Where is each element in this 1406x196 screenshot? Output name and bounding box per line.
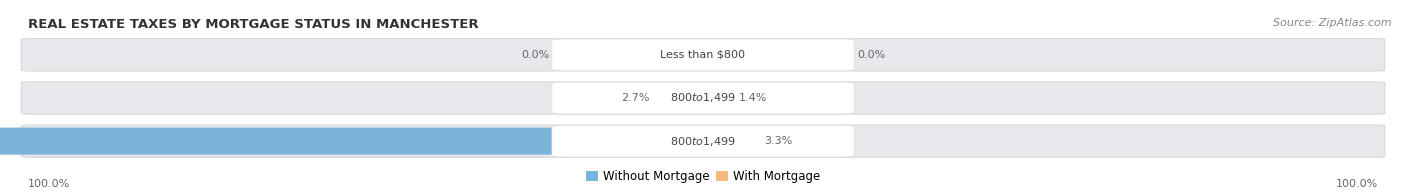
FancyBboxPatch shape	[21, 39, 1385, 71]
Text: 100.0%: 100.0%	[1336, 179, 1378, 189]
Text: 0.0%: 0.0%	[520, 50, 548, 60]
FancyBboxPatch shape	[697, 128, 754, 155]
FancyBboxPatch shape	[661, 84, 709, 112]
FancyBboxPatch shape	[0, 128, 709, 155]
FancyBboxPatch shape	[21, 125, 1385, 157]
Text: Source: ZipAtlas.com: Source: ZipAtlas.com	[1274, 18, 1392, 28]
Text: 2.7%: 2.7%	[621, 93, 650, 103]
FancyBboxPatch shape	[697, 84, 727, 112]
Text: 3.3%: 3.3%	[765, 136, 793, 146]
FancyBboxPatch shape	[551, 82, 853, 114]
Text: REAL ESTATE TAXES BY MORTGAGE STATUS IN MANCHESTER: REAL ESTATE TAXES BY MORTGAGE STATUS IN …	[28, 18, 479, 31]
Text: 0.0%: 0.0%	[858, 50, 886, 60]
Legend: Without Mortgage, With Mortgage: Without Mortgage, With Mortgage	[581, 166, 825, 188]
FancyBboxPatch shape	[551, 39, 853, 71]
Text: $800 to $1,499: $800 to $1,499	[671, 92, 735, 104]
Text: $800 to $1,499: $800 to $1,499	[671, 135, 735, 148]
FancyBboxPatch shape	[551, 125, 853, 157]
Text: 100.0%: 100.0%	[28, 179, 70, 189]
FancyBboxPatch shape	[21, 82, 1385, 114]
Text: 1.4%: 1.4%	[738, 93, 768, 103]
Text: Less than $800: Less than $800	[661, 50, 745, 60]
